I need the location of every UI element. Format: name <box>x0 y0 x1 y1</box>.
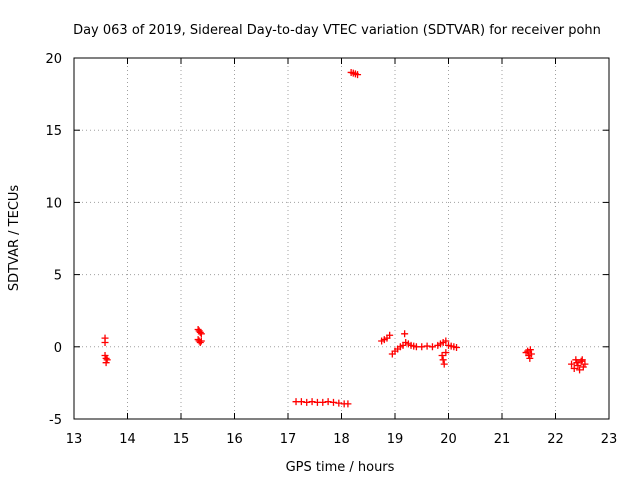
data-point <box>578 356 586 364</box>
ticks-layer: 13 14 15 16 17 18 19 20 21 22 23 -5 0 5 10 15 20 <box>45 52 617 447</box>
x-tick-label: 14 <box>119 432 136 447</box>
x-tick-label: 23 <box>601 432 618 447</box>
data-point <box>103 356 111 364</box>
x-tick-label: 19 <box>387 432 404 447</box>
data-point <box>196 328 204 336</box>
data-point <box>442 337 450 345</box>
y-tick-label: 5 <box>54 269 62 284</box>
data-point <box>526 354 534 362</box>
y-tick-label: 10 <box>45 196 62 211</box>
data-point <box>570 364 578 372</box>
data-point <box>324 398 332 406</box>
y-tick-label: 0 <box>54 341 62 356</box>
data-point <box>344 400 352 408</box>
data-point <box>329 398 337 406</box>
data-point <box>428 343 436 351</box>
y-axis-label: SDTVAR / TECUs <box>7 185 22 292</box>
data-point <box>453 344 461 352</box>
data-point <box>319 398 327 406</box>
data-point <box>440 360 448 368</box>
x-tick-label: 18 <box>333 432 350 447</box>
y-tick-label: -5 <box>49 413 62 428</box>
x-axis-label: GPS time / hours <box>286 460 395 475</box>
data-point <box>438 351 446 359</box>
data-point <box>418 343 426 351</box>
y-tick-label: 15 <box>45 124 62 139</box>
data-point <box>439 356 447 364</box>
chart-title: Day 063 of 2019, Sidereal Day-to-day VTE… <box>73 23 601 38</box>
x-tick-label: 16 <box>226 432 243 447</box>
y-tick-label: 20 <box>45 52 62 67</box>
data-point <box>386 331 394 339</box>
grid-layer <box>74 58 609 419</box>
x-tick-label: 17 <box>280 432 297 447</box>
data-point <box>581 360 589 368</box>
data-point <box>297 398 305 406</box>
data-point <box>576 366 584 374</box>
data-point <box>568 360 576 368</box>
points-layer <box>101 68 589 408</box>
x-tick-label: 20 <box>440 432 457 447</box>
data-point <box>197 337 205 345</box>
data-point <box>303 398 311 406</box>
data-point <box>101 338 109 346</box>
data-point <box>197 330 205 338</box>
data-point <box>354 71 362 79</box>
data-point <box>196 338 204 346</box>
data-point <box>577 357 585 365</box>
x-tick-label: 13 <box>66 432 83 447</box>
x-tick-label: 22 <box>547 432 564 447</box>
data-point <box>423 342 431 350</box>
x-tick-label: 21 <box>494 432 511 447</box>
x-tick-label: 15 <box>173 432 190 447</box>
data-point <box>335 399 343 407</box>
data-point <box>574 362 582 370</box>
data-point <box>527 350 535 358</box>
data-point <box>442 349 450 357</box>
data-point <box>308 398 316 406</box>
data-point <box>526 346 534 354</box>
data-point <box>401 330 409 338</box>
